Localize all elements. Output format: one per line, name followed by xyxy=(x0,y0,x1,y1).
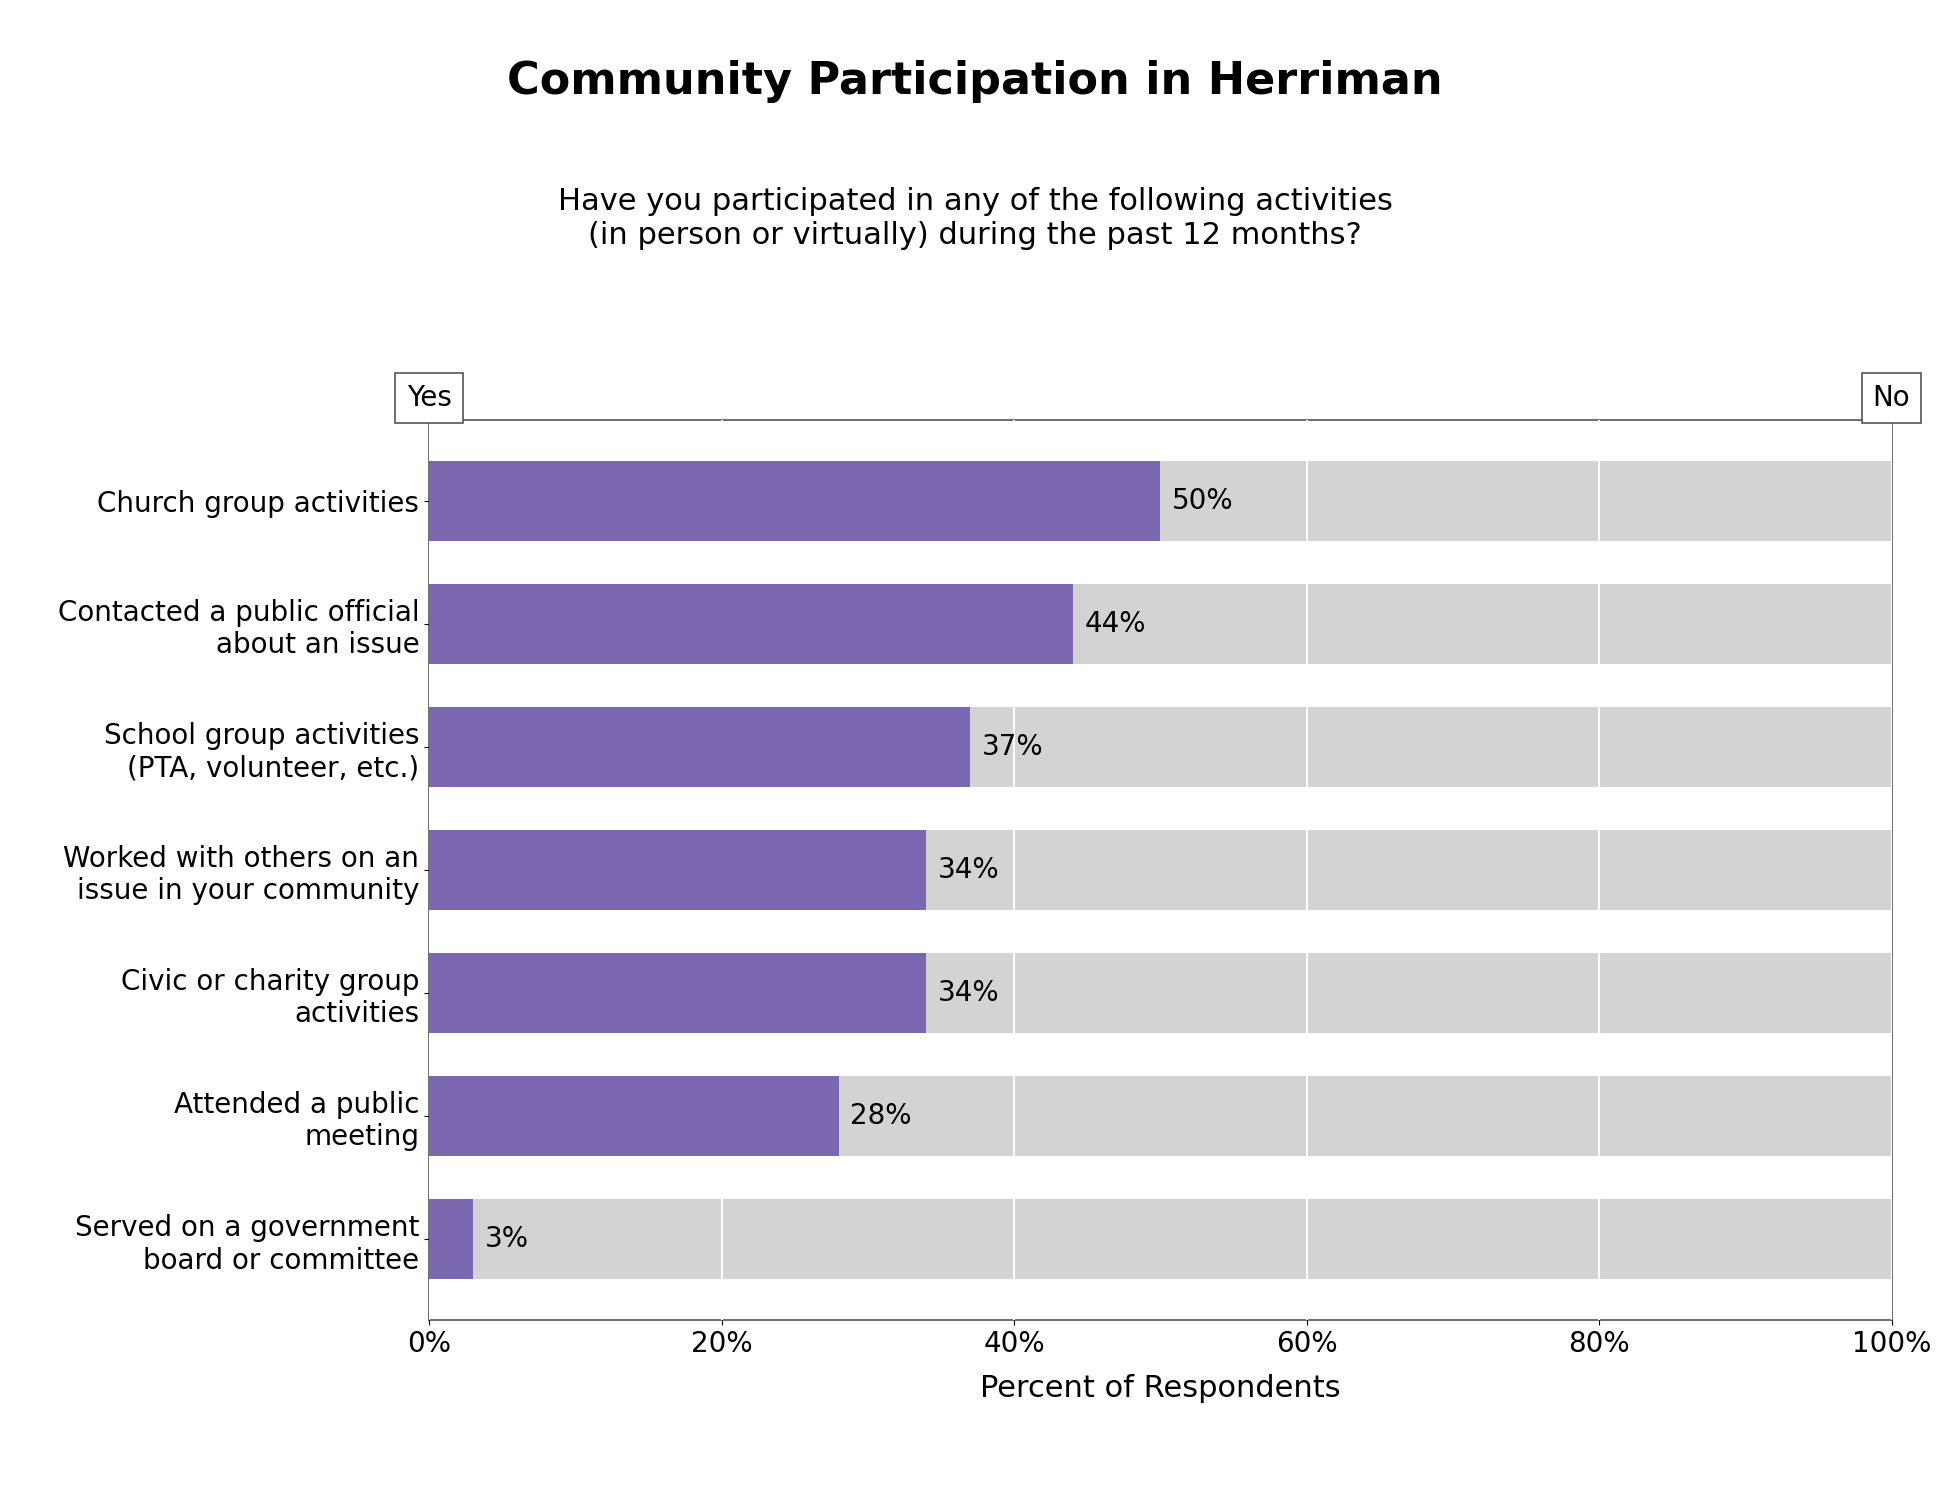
Bar xyxy=(429,584,1892,664)
Text: 34%: 34% xyxy=(938,980,1000,1006)
Bar xyxy=(429,830,926,910)
Bar xyxy=(429,1198,1892,1280)
Bar xyxy=(429,952,1892,1034)
Bar xyxy=(429,706,971,788)
Text: 50%: 50% xyxy=(1172,488,1234,514)
Bar xyxy=(429,460,1892,542)
Text: Community Participation in Herriman: Community Participation in Herriman xyxy=(507,60,1443,104)
Bar xyxy=(429,706,1892,788)
Bar xyxy=(429,830,1892,910)
Bar xyxy=(429,952,926,1034)
Text: No: No xyxy=(1872,384,1911,411)
Bar xyxy=(429,1198,472,1280)
Text: 34%: 34% xyxy=(938,856,1000,883)
Text: 3%: 3% xyxy=(484,1226,528,1252)
Text: 44%: 44% xyxy=(1084,610,1147,638)
Text: 37%: 37% xyxy=(981,734,1043,760)
Bar xyxy=(429,460,1160,542)
Text: Yes: Yes xyxy=(406,384,452,411)
X-axis label: Percent of Respondents: Percent of Respondents xyxy=(981,1374,1340,1404)
Text: 28%: 28% xyxy=(850,1102,913,1130)
Text: Have you participated in any of the following activities
(in person or virtually: Have you participated in any of the foll… xyxy=(558,188,1392,250)
Bar xyxy=(429,1076,1892,1156)
Bar xyxy=(429,584,1072,664)
Bar xyxy=(429,1076,838,1156)
